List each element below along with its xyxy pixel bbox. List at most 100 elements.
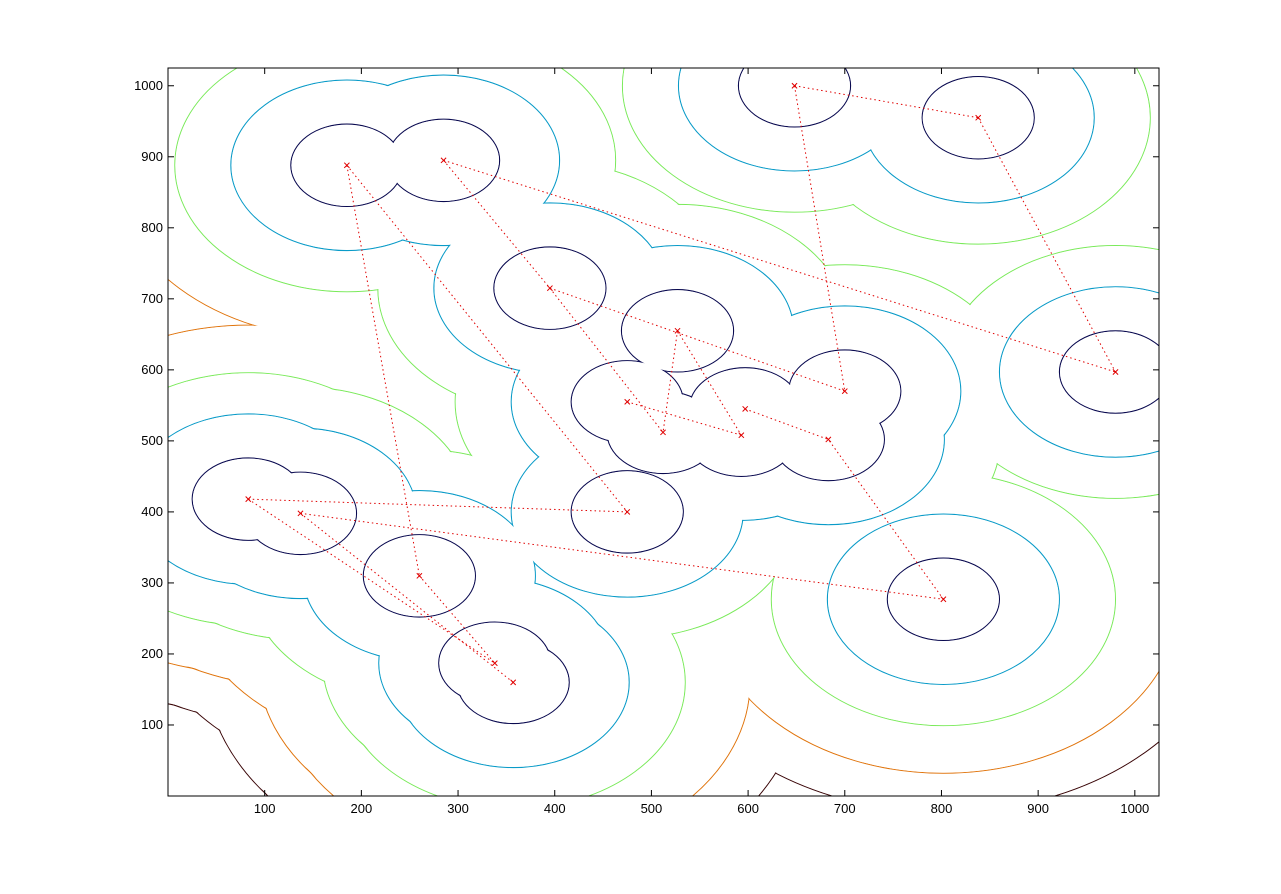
contour-ring	[204, 449, 786, 796]
contour-ring	[740, 68, 1159, 293]
contour-ring	[438, 621, 552, 705]
data-point	[624, 398, 631, 405]
contour-ring	[168, 285, 539, 713]
data-point	[491, 660, 498, 667]
contour-ring	[688, 367, 802, 451]
contour-ring	[878, 197, 1159, 547]
data-point	[440, 157, 447, 164]
y-tick-label: 200	[141, 646, 163, 661]
contour-ring	[450, 221, 1032, 649]
contour-ring	[206, 68, 681, 335]
contour-ring	[825, 158, 1159, 586]
x-tick-label: 200	[351, 801, 373, 816]
contour-ring	[257, 488, 733, 796]
contour-ring	[684, 393, 798, 477]
connection-edge	[418, 575, 496, 664]
contour-ring	[389, 227, 865, 577]
connection-edge	[827, 439, 944, 600]
contour-ring	[454, 384, 800, 639]
plot-frame	[167, 67, 1160, 797]
contour-ring	[554, 177, 1136, 605]
contour-ring	[290, 123, 404, 208]
connection-edge	[443, 159, 1116, 373]
contour-ring	[504, 68, 1085, 300]
contour-ring	[362, 534, 477, 618]
y-tick-label: 500	[141, 433, 163, 448]
connection-lines	[247, 85, 1116, 683]
contour-ring	[168, 372, 421, 627]
contour-ring	[788, 349, 902, 433]
data-point	[297, 510, 304, 517]
contour-ring	[340, 555, 686, 796]
data-point	[343, 162, 350, 169]
contour-ring	[706, 424, 1159, 774]
contour-ring	[440, 156, 915, 506]
connection-edge	[300, 512, 514, 683]
contour-ring	[336, 188, 918, 616]
connection-edge	[794, 85, 846, 392]
contour-ring	[230, 79, 464, 252]
contour-ring	[168, 324, 486, 674]
contour-ring	[570, 360, 684, 444]
y-tick-label: 400	[141, 504, 163, 519]
contour-ring	[168, 362, 710, 790]
y-tick-label: 700	[141, 291, 163, 306]
data-points	[245, 82, 1119, 686]
data-point	[1112, 369, 1119, 375]
contour-ring	[921, 75, 1035, 160]
contour-ring	[168, 68, 638, 379]
x-tick-label: 800	[931, 801, 953, 816]
contour-ring	[805, 68, 1151, 245]
x-axis: 100 200 300 400 500 600 700 800 900 1000	[254, 68, 1149, 816]
contour-level-1	[191, 68, 1159, 725]
contour-ring	[652, 385, 1159, 796]
contour-ring	[168, 68, 735, 374]
data-point	[245, 496, 252, 503]
contour-ring	[503, 260, 979, 610]
contour-ring	[168, 299, 591, 727]
contour-ring	[570, 470, 684, 554]
connection-edge	[443, 160, 551, 289]
contour-ring	[687, 68, 1159, 332]
data-point	[546, 285, 553, 292]
data-point	[738, 432, 745, 439]
y-tick-label: 600	[141, 362, 163, 377]
data-point	[940, 596, 947, 603]
contour-ring	[168, 386, 473, 641]
contour-ring	[826, 513, 1060, 686]
contour-ring	[607, 216, 1083, 566]
contour-ring	[493, 246, 607, 330]
contour-ring	[243, 471, 358, 556]
contour-ring	[378, 577, 612, 749]
contour-ring	[271, 68, 617, 288]
contour-ring	[425, 257, 901, 607]
x-tick-label: 500	[641, 801, 663, 816]
contour-ring	[677, 68, 912, 172]
contour-ring	[312, 113, 788, 463]
data-point	[416, 572, 423, 579]
data-point	[825, 436, 832, 443]
contour-ring	[222, 468, 804, 796]
connection-edge	[977, 117, 1116, 373]
contour-ring	[433, 202, 667, 374]
contour-ring	[655, 312, 1001, 567]
y-tick-label: 900	[141, 149, 163, 164]
contour-ring	[259, 74, 841, 502]
data-point	[660, 429, 666, 436]
contour-ring	[672, 264, 1018, 519]
data-point	[624, 508, 631, 515]
x-tick-label: 400	[544, 801, 566, 816]
y-axis: 100 200 300 400 500 600 700 800 900 1000	[134, 78, 1159, 732]
contour-ring	[182, 401, 657, 751]
data-point	[791, 82, 798, 89]
contour-ring	[886, 557, 1001, 642]
contour-ring	[456, 640, 570, 725]
contour-ring	[942, 245, 1159, 499]
data-point	[742, 405, 749, 412]
contour-ring	[386, 118, 501, 203]
contour-ring	[326, 74, 561, 247]
contour-ring	[183, 427, 418, 600]
